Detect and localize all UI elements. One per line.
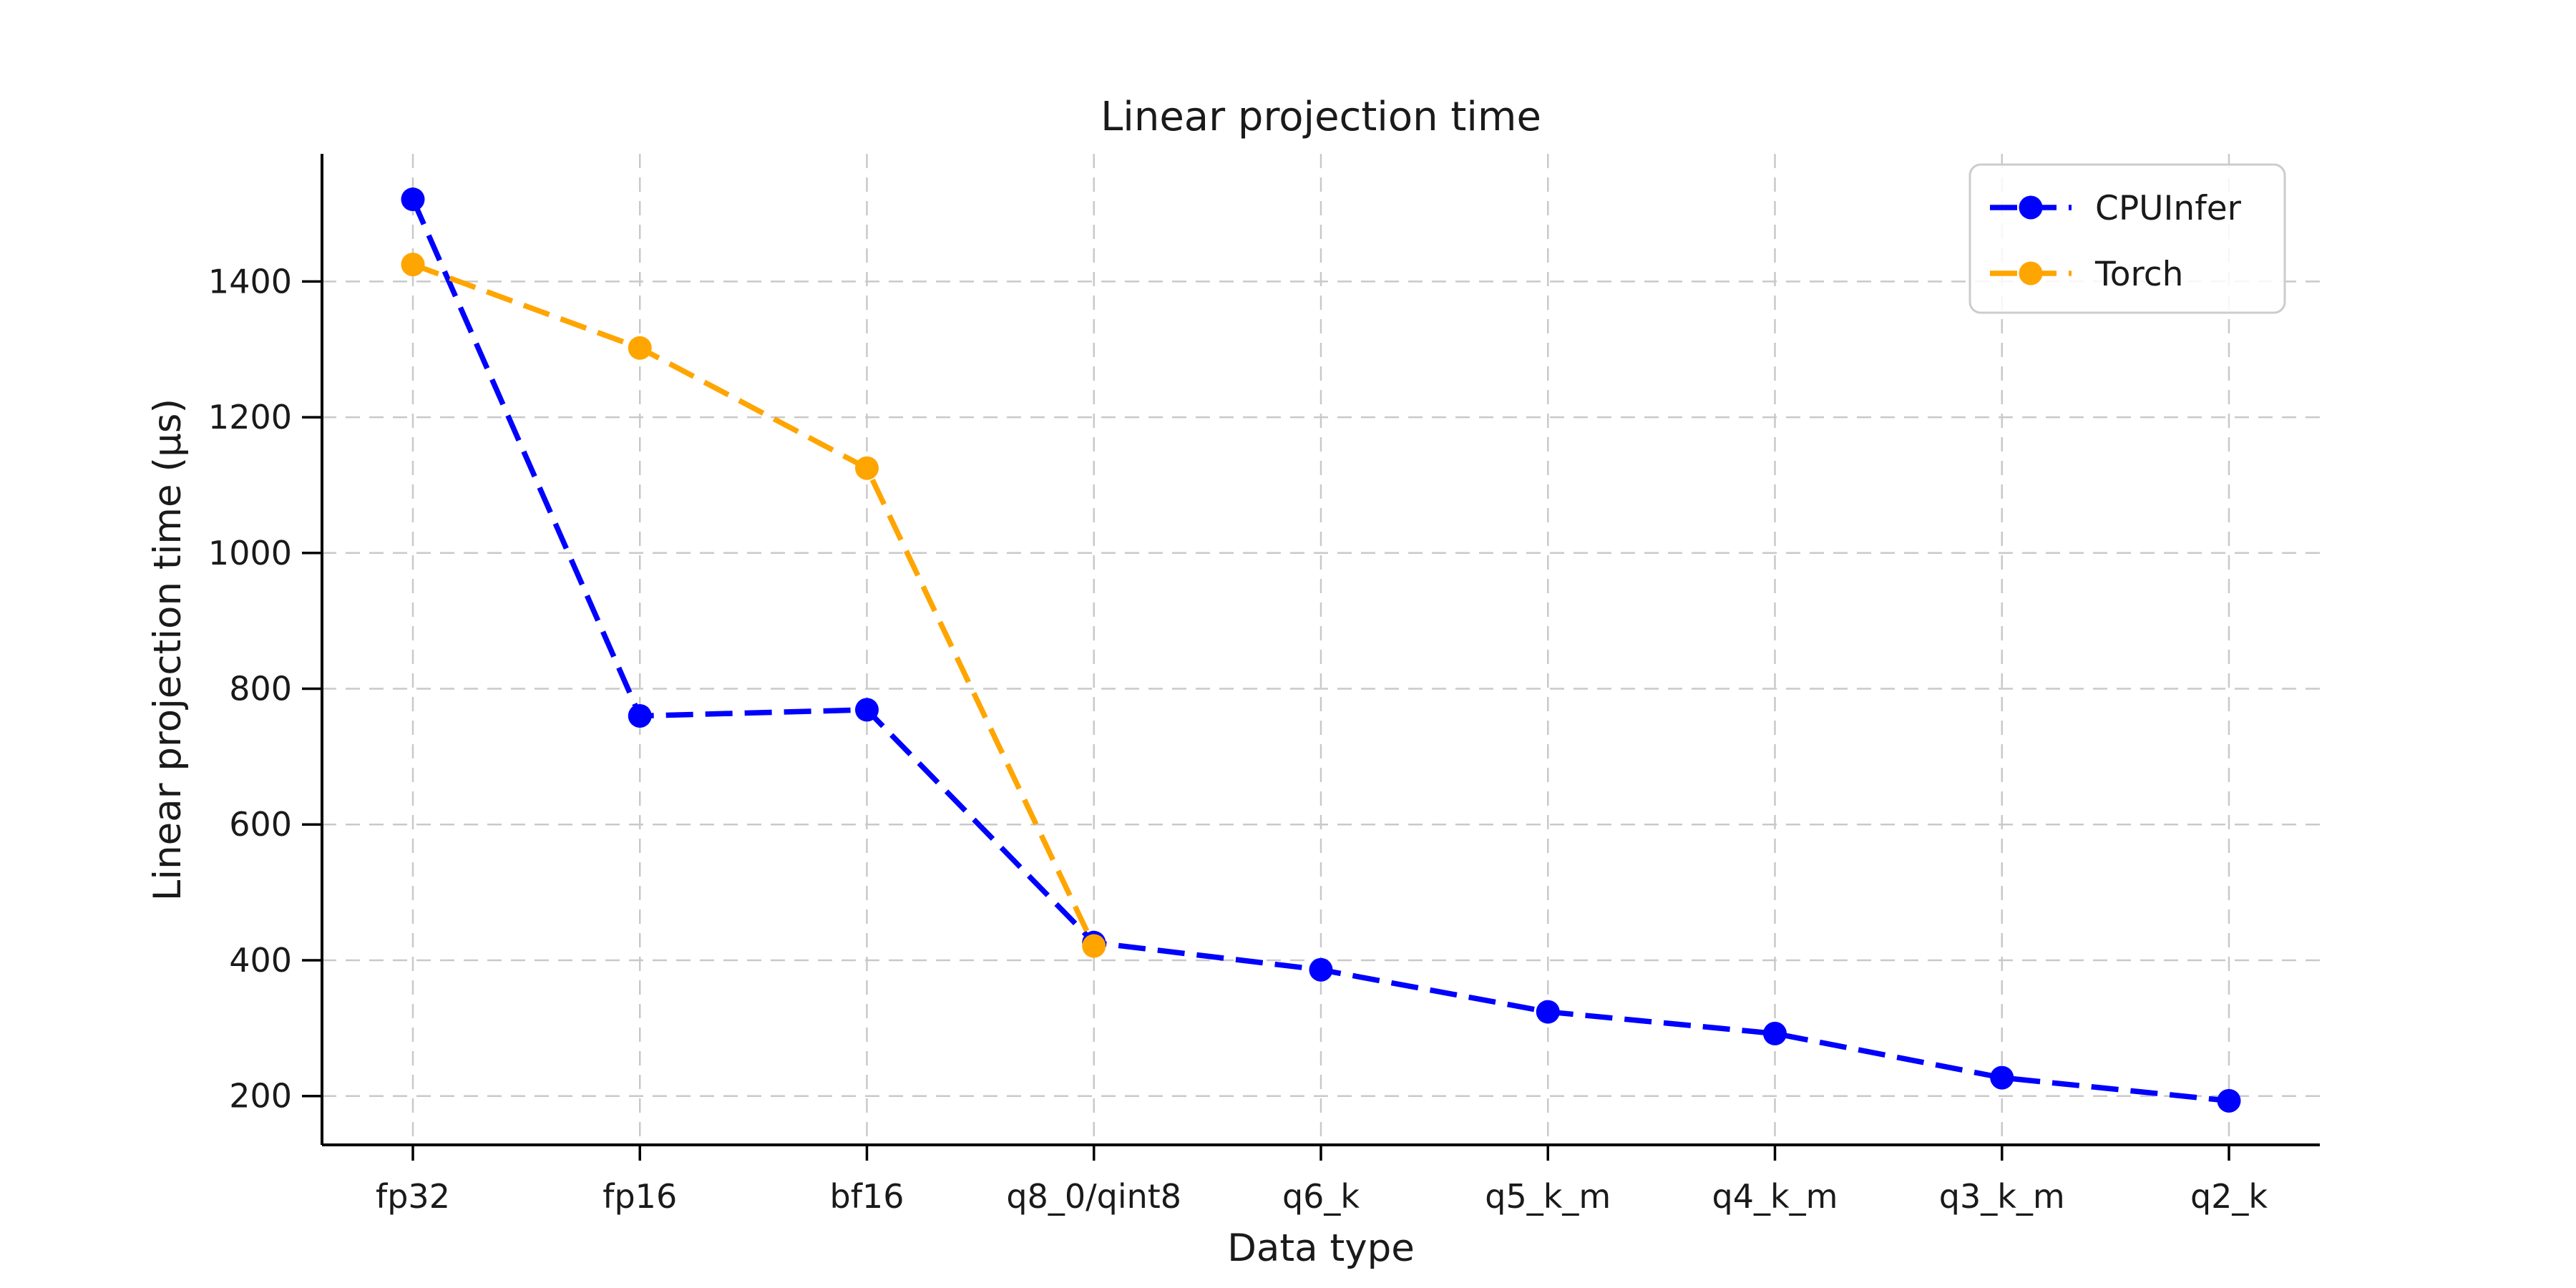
data-point-cpuinfer: [401, 187, 425, 212]
x-tick-label: q8_0/qint8: [1006, 1177, 1181, 1216]
chart-title: Linear projection time: [1101, 94, 1541, 140]
x-tick-label: fp16: [602, 1177, 677, 1216]
grid-layer: [322, 154, 2320, 1145]
x-tick-label: q4_k_m: [1712, 1177, 1838, 1216]
y-tick-label: 400: [229, 941, 292, 980]
data-point-cpuinfer: [1990, 1065, 2014, 1090]
data-point-cpuinfer: [855, 698, 879, 722]
data-point-cpuinfer: [1309, 957, 1333, 982]
series-layer: [401, 187, 2241, 1113]
x-tick-label: fp32: [376, 1177, 450, 1216]
x-axis-label: Data type: [1227, 1226, 1415, 1270]
data-point-cpuinfer: [1763, 1021, 1787, 1045]
y-tick-label: 800: [229, 670, 292, 708]
x-tick-label: q2_k: [2190, 1177, 2268, 1216]
legend-entry-label: Torch: [2094, 255, 2183, 294]
y-tick-label: 1000: [208, 534, 292, 572]
data-point-torch: [855, 456, 879, 480]
data-point-torch: [628, 336, 652, 360]
data-point-torch: [401, 253, 425, 277]
data-point-cpuinfer: [1536, 1000, 1560, 1024]
data-point-torch: [1082, 934, 1106, 958]
legend-marker: [2019, 261, 2043, 286]
legend-marker: [2019, 195, 2043, 220]
legend-entry-label: CPUInfer: [2095, 189, 2242, 228]
x-tick-label: q3_k_m: [1939, 1177, 2065, 1216]
x-tick-label: q5_k_m: [1485, 1177, 1611, 1216]
data-point-cpuinfer: [2217, 1088, 2241, 1113]
legend: CPUInfer Torch: [1968, 163, 2286, 314]
y-tick-label: 1400: [208, 262, 292, 301]
x-tick-label: q6_k: [1282, 1177, 1360, 1216]
y-tick-label: 1200: [208, 398, 292, 436]
y-tick-label: 600: [229, 805, 292, 844]
axis-layer: 200 400 600 800 1000 1200 1400 fp32 fp16 bf16 q8_0…: [208, 154, 2320, 1216]
data-point-cpuinfer: [628, 703, 652, 728]
y-tick-label: 200: [229, 1077, 292, 1116]
series-line-torch: [411, 262, 1097, 947]
x-tick-label: bf16: [830, 1177, 904, 1216]
y-axis-label: Linear projection time (µs): [146, 399, 190, 901]
